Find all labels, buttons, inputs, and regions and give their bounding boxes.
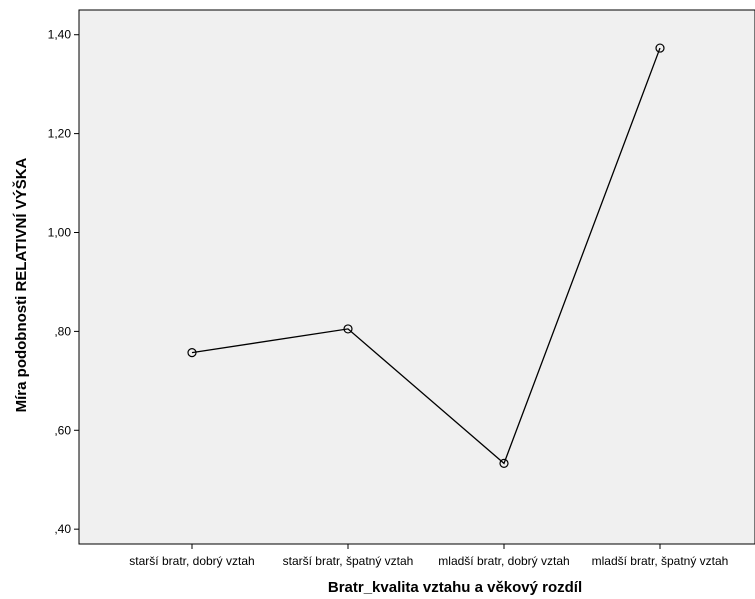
x-tick-label: starší bratr, špatný vztah [283, 554, 414, 568]
x-axis-title: Bratr_kvalita vztahu a věkový rozdíl [328, 579, 582, 596]
y-axis-title: Míra podobnosti RELATIVNÍ VÝŠKA [12, 157, 30, 412]
y-tick-label: 1,00 [48, 226, 72, 240]
y-tick-label: ,40 [54, 522, 71, 536]
x-tick-label: mladší bratr, dobrý vztah [438, 554, 569, 568]
y-tick-label: 1,40 [48, 28, 72, 42]
x-tick-label: starší bratr, dobrý vztah [129, 554, 254, 568]
y-tick-label: ,60 [54, 423, 71, 437]
data-point [655, 43, 665, 53]
series-line [191, 47, 661, 465]
plot-area [78, 9, 755, 545]
data-points [187, 43, 665, 469]
y-tick-label: ,80 [54, 324, 71, 338]
data-point [499, 458, 509, 469]
x-axis-ticks: starší bratr, dobrý vztah starší bratr, š… [129, 544, 728, 568]
x-tick-label: mladší bratr, špatný vztah [592, 554, 729, 568]
data-point [187, 348, 197, 358]
data-point [343, 324, 353, 334]
y-tick-label: 1,20 [48, 127, 72, 141]
y-axis-ticks: ,40 ,60 ,80 1,00 1,20 1,40 [48, 28, 79, 536]
